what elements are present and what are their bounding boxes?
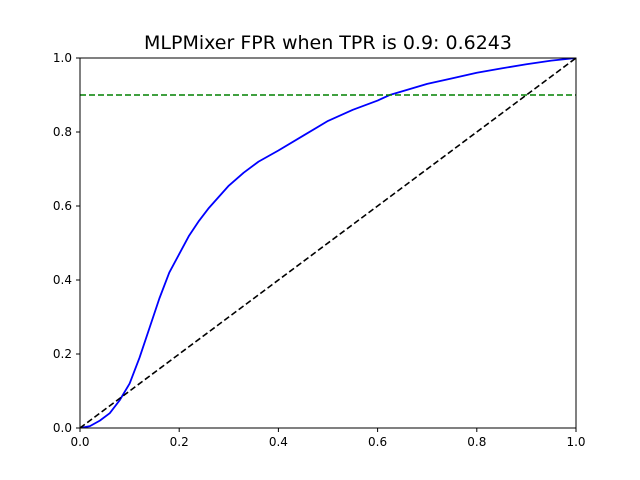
x-tick-label: 0.4 xyxy=(269,435,288,449)
axes-frame xyxy=(79,57,577,429)
y-tick-label: 0.0 xyxy=(53,421,72,435)
x-tick-label: 0.6 xyxy=(368,435,387,449)
x-tick-label: 1.0 xyxy=(566,435,585,449)
y-tick-label: 0.4 xyxy=(53,273,72,287)
x-tick-label: 0.2 xyxy=(170,435,189,449)
chart-title: MLPMixer FPR when TPR is 0.9: 0.6243 xyxy=(144,32,512,54)
axes: 0.0 0.2 0.4 0.6 0.8 1.0 0.0 0.2 0.4 0.6 0.8 1.0 xyxy=(53,51,586,449)
plot-area xyxy=(80,58,576,428)
y-tick-label: 0.6 xyxy=(53,199,72,213)
x-tick-label: 0.0 xyxy=(70,435,89,449)
x-tick-label: 0.8 xyxy=(467,435,486,449)
roc-curve-line xyxy=(80,58,576,428)
diagonal-reference-line xyxy=(80,58,576,428)
y-tick-label: 0.2 xyxy=(53,347,72,361)
y-tick-label: 1.0 xyxy=(53,51,72,65)
y-tick-label: 0.8 xyxy=(53,125,72,139)
